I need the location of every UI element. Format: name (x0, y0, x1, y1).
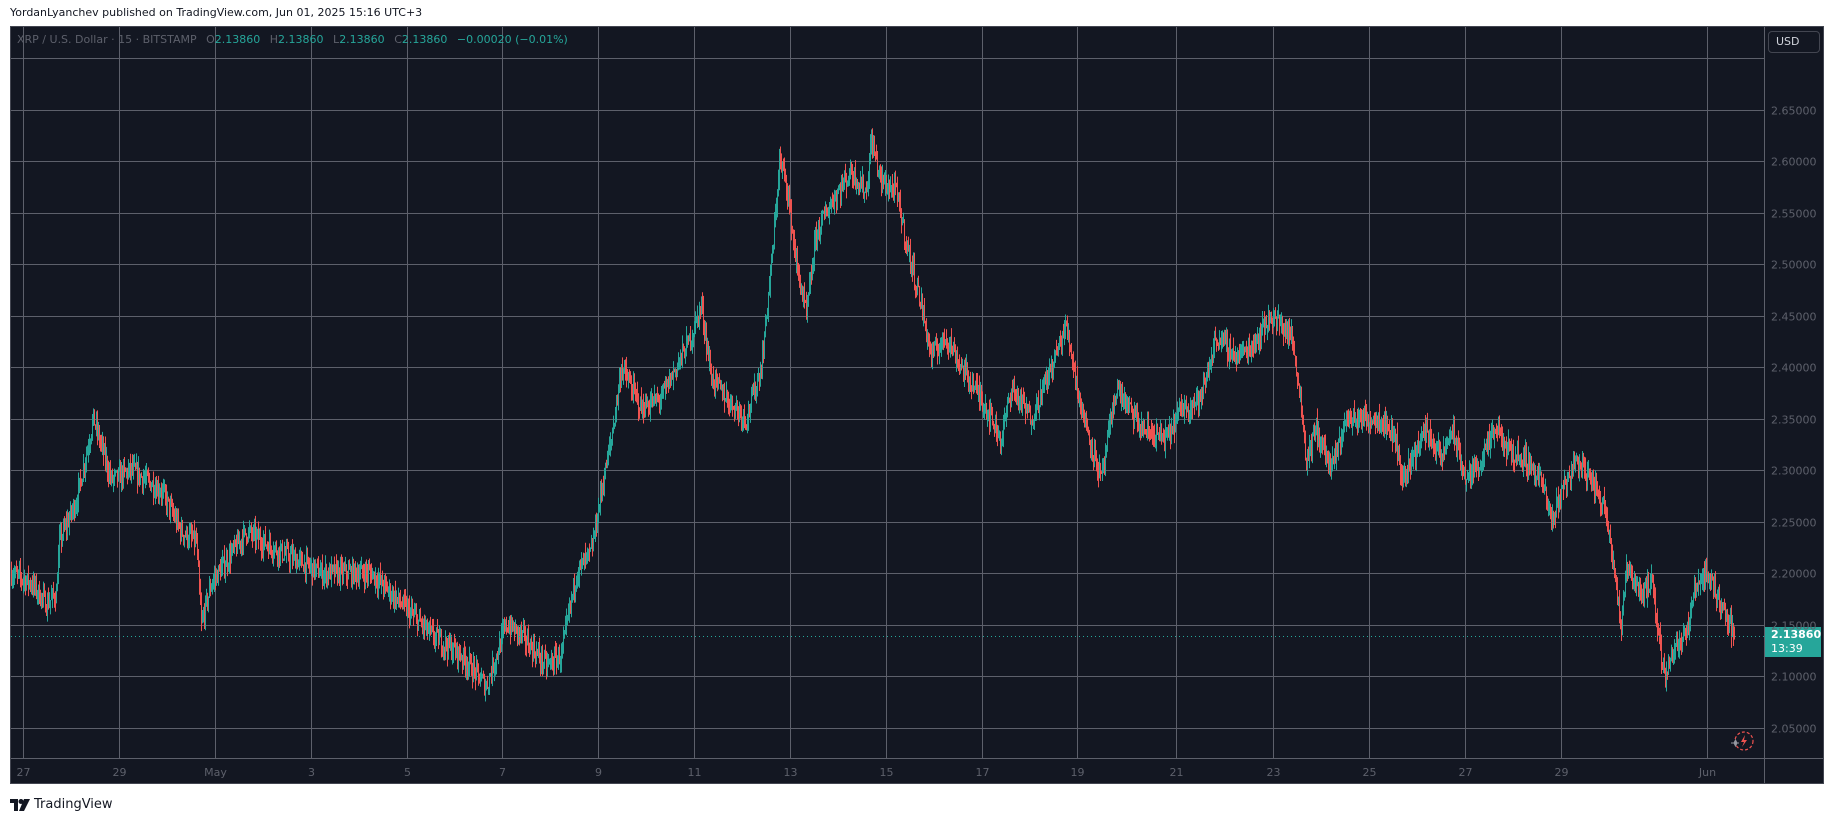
time-tick: 19 (1070, 766, 1085, 779)
time-tick: 7 (499, 766, 506, 779)
tradingview-logo[interactable]: TradingView (10, 797, 113, 812)
time-tick: 11 (687, 766, 702, 779)
price-tick: 2.25000 (1771, 516, 1817, 529)
time-tick: 23 (1266, 766, 1281, 779)
price-tick: 2.30000 (1771, 464, 1817, 477)
price-tick: 2.45000 (1771, 310, 1817, 323)
time-tick: 21 (1169, 766, 1184, 779)
open-label: O (206, 33, 215, 46)
time-tick: 29 (1554, 766, 1569, 779)
tradingview-logo-icon (10, 798, 30, 811)
time-tick: 29 (112, 766, 127, 779)
open-value: 2.13860 (214, 33, 261, 46)
time-tick: May (204, 766, 227, 779)
time-tick: 27 (16, 766, 31, 779)
price-tick: 2.20000 (1771, 567, 1817, 580)
time-tick: 5 (404, 766, 411, 779)
replay-lightning-icon[interactable] (1729, 730, 1755, 752)
time-tick: Jun (1698, 766, 1717, 779)
price-tick: 2.10000 (1771, 670, 1817, 683)
price-tick: 2.40000 (1771, 361, 1817, 374)
bar-countdown: 13:39 (1771, 641, 1803, 655)
time-tick: 3 (308, 766, 315, 779)
time-tick: 17 (975, 766, 990, 779)
time-tick: 13 (783, 766, 798, 779)
price-tick: 2.60000 (1771, 155, 1817, 168)
last-price-value: 2.13860 (1771, 627, 1822, 641)
price-tick: 2.65000 (1771, 104, 1817, 117)
footer-brand-text: TradingView (34, 797, 113, 812)
time-tick: 25 (1362, 766, 1377, 779)
price-tick: 2.55000 (1771, 207, 1817, 220)
currency-button[interactable]: USD (1768, 31, 1820, 53)
symbol-title[interactable]: XRP / U.S. Dollar · 15 · BITSTAMP (17, 33, 197, 46)
symbol-legend: XRP / U.S. Dollar · 15 · BITSTAMP O2.138… (17, 33, 568, 46)
last-price-label: 2.13860 13:39 (1765, 626, 1822, 657)
time-tick: 9 (595, 766, 602, 779)
high-value: 2.13860 (278, 33, 324, 46)
published-byline: YordanLyanchev published on TradingView.… (10, 6, 423, 19)
axis-corner (1764, 758, 1823, 783)
price-tick: 2.15000 (1771, 619, 1817, 632)
high-label: H (269, 33, 279, 46)
low-value: 2.13860 (339, 33, 385, 46)
time-tick: 15 (879, 766, 894, 779)
candlestick-chart[interactable] (11, 27, 1764, 758)
price-tick: 2.05000 (1771, 722, 1817, 735)
price-tick: 2.35000 (1771, 413, 1817, 426)
low-label: L (333, 33, 340, 46)
close-label: C (394, 33, 402, 46)
close-value: 2.13860 (401, 33, 448, 46)
price-axis[interactable]: USD 2.13860 13:39 2.65000 2.60000 2.55000 2… (1764, 27, 1823, 758)
price-tick: 2.50000 (1771, 258, 1817, 271)
time-axis[interactable]: 27 29 May 3 5 7 9 11 13 15 17 19 21 23 25 27 29 Jun (11, 758, 1764, 783)
chart-frame: XRP / U.S. Dollar · 15 · BITSTAMP O2.138… (10, 26, 1824, 784)
change-value: −0.00020 (−0.01%) (456, 33, 568, 46)
chart-plot-area[interactable]: XRP / U.S. Dollar · 15 · BITSTAMP O2.138… (11, 27, 1764, 758)
time-tick: 27 (1458, 766, 1473, 779)
